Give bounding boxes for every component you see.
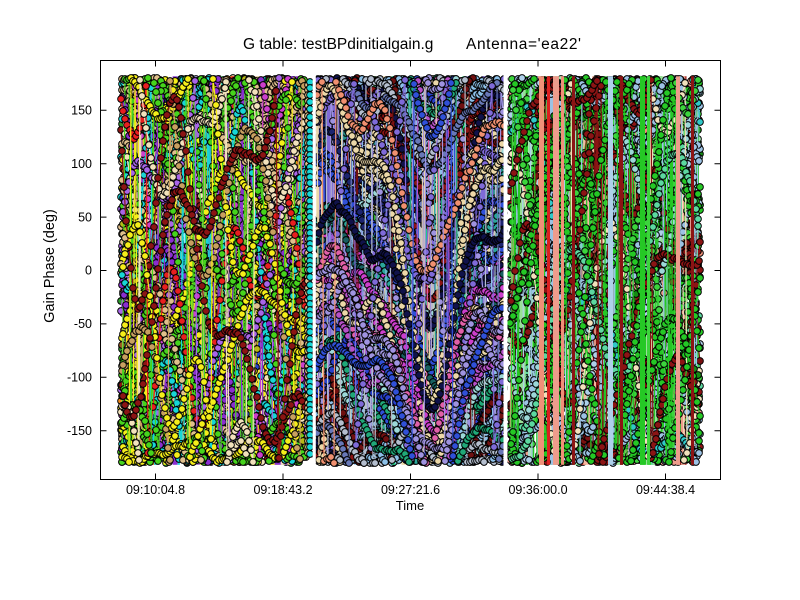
svg-text:-50: -50 xyxy=(74,317,92,331)
svg-text:Antenna='ea22': Antenna='ea22' xyxy=(466,36,582,53)
svg-text:100: 100 xyxy=(71,157,92,171)
svg-text:09:36:00.0: 09:36:00.0 xyxy=(508,483,567,497)
svg-text:Time: Time xyxy=(396,498,424,513)
svg-text:-100: -100 xyxy=(67,371,92,385)
svg-text:-150: -150 xyxy=(67,424,92,438)
svg-text:09:44:38.4: 09:44:38.4 xyxy=(636,483,695,497)
svg-text:09:18:43.2: 09:18:43.2 xyxy=(253,483,312,497)
svg-text:09:10:04.8: 09:10:04.8 xyxy=(126,483,185,497)
svg-text:09:27:21.6: 09:27:21.6 xyxy=(381,483,440,497)
svg-text:Gain Phase (deg): Gain Phase (deg) xyxy=(42,209,58,323)
svg-text:50: 50 xyxy=(78,210,92,224)
svg-text:0: 0 xyxy=(85,264,92,278)
svg-text:G table: testBPdinitialgain.g: G table: testBPdinitialgain.g xyxy=(243,36,433,53)
svg-text:150: 150 xyxy=(71,104,92,118)
